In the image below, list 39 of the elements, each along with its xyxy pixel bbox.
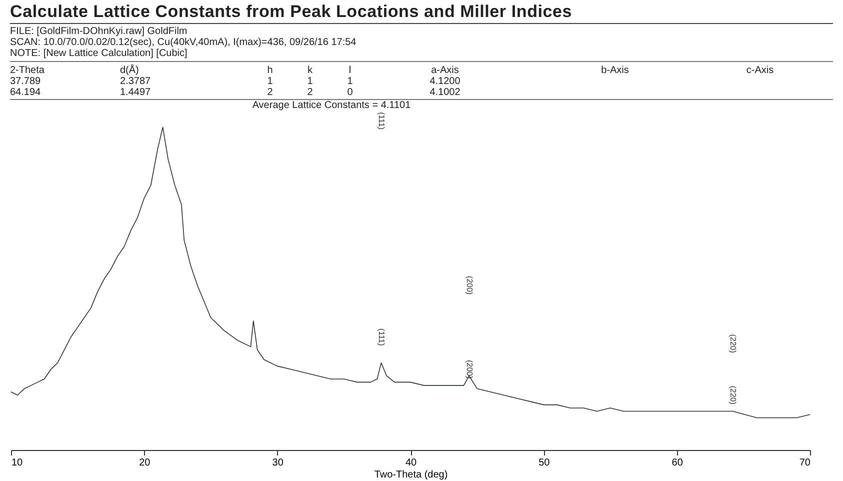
x-tick-label: 70 [799,458,811,468]
text: h [266,65,274,76]
text: 1 [306,76,314,87]
x-tick-label: 30 [272,458,284,468]
text: 64.194 [10,87,42,98]
annotation: (220) [728,334,738,354]
text: NOTE: [New Lattice Calculation] [Cubic] [10,48,188,59]
text: 2 [266,87,274,98]
text: 4.1200 [428,76,462,87]
x-tick-label: 60 [672,458,684,468]
text: Average Lattice Constants = 4.1101 [251,100,412,111]
text: 1 [266,76,274,87]
text: b-Axis [600,65,630,76]
chart-title: Calculate Lattice Constants from Peak Locations and Miller Indices [10,2,833,24]
text: 2 [306,87,314,98]
text: 4.1002 [428,87,462,98]
text: 1 [346,76,354,87]
x-tick-label: 40 [405,458,417,468]
x-tick-label: 20 [139,458,151,468]
annotation: (200) [464,276,474,295]
text: 37.789 [10,76,42,87]
text: a-Axis [430,65,460,76]
text: FILE: [GoldFilm-DOhnKyi.raw] GoldFilm [10,26,188,37]
text: SCAN: 10.0/70.0/0.02/0.12(sec), Cu(40kV,40mA), I(max)=436, 09/26/16 17:54 [10,37,358,48]
annotation: (111) [376,328,386,346]
text: l [348,65,352,76]
text: 1.4497 [120,87,152,98]
text: 2-Theta [10,65,46,76]
text: d(Å) [120,65,140,76]
text: 2.3787 [120,76,152,87]
annotation: (111) [376,112,386,130]
text: c-Axis [745,65,775,76]
x-axis-title: Two-Theta (deg) [374,470,448,480]
annotation: (200) [464,360,474,379]
annotation: (220) [728,386,738,405]
x-tick-label: 10 [12,458,24,468]
text: k [306,65,314,76]
text: 0 [346,87,354,98]
x-tick-label: 50 [538,458,550,468]
